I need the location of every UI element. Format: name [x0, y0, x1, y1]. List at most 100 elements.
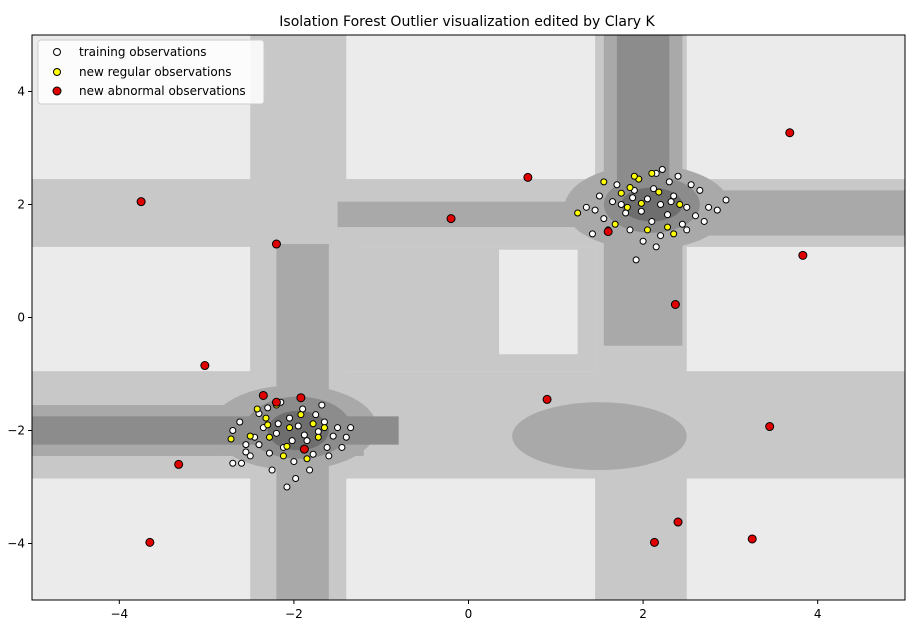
abnormal-point	[670, 300, 680, 310]
training-point	[617, 201, 625, 208]
training-point	[292, 475, 300, 483]
training-point	[300, 431, 308, 439]
y-tick-label: −4	[7, 537, 25, 551]
training-point	[320, 418, 328, 426]
training-point	[265, 449, 273, 457]
legend-marker-regular	[53, 68, 61, 76]
regular-point	[303, 455, 311, 463]
training-point	[657, 201, 665, 208]
y-tick-label: 2	[17, 198, 25, 212]
regular-point	[670, 230, 678, 238]
training-point	[643, 195, 651, 203]
scatter-points	[136, 128, 808, 547]
regular-point	[264, 421, 272, 429]
chart-title: Isolation Forest Outlier visualization e…	[279, 14, 655, 30]
training-point	[242, 448, 250, 456]
training-point	[264, 404, 272, 412]
training-point	[691, 212, 699, 220]
training-point	[722, 196, 730, 204]
decision-contours	[32, 35, 905, 600]
training-point	[667, 198, 675, 206]
training-point	[629, 194, 637, 202]
y-tick-label: 0	[17, 311, 25, 325]
regular-point	[655, 188, 663, 196]
training-point	[286, 414, 294, 422]
abnormal-point	[136, 197, 146, 207]
regular-point	[314, 433, 322, 441]
abnormal-point	[523, 172, 533, 182]
training-point	[700, 217, 708, 225]
x-axis: −4 −2 0 2 4	[110, 600, 822, 621]
legend-label-training: training observations	[79, 45, 207, 59]
contour-l3-bottom-right-blob	[512, 402, 687, 471]
training-point	[683, 203, 691, 211]
abnormal-point	[765, 422, 775, 432]
training-point	[613, 181, 621, 189]
regular-point	[574, 209, 582, 217]
training-point	[329, 432, 337, 440]
training-point	[318, 401, 326, 409]
legend: training observations new regular observ…	[37, 39, 265, 105]
regular-point	[286, 424, 294, 432]
legend-label-regular: new regular observations	[79, 65, 232, 79]
training-point	[229, 459, 237, 467]
x-tick-label: −4	[110, 607, 128, 621]
training-point	[657, 232, 665, 240]
abnormal-point	[649, 537, 659, 547]
regular-point	[309, 420, 317, 428]
abnormal-point	[785, 128, 795, 138]
abnormal-point	[200, 361, 210, 371]
x-tick-label: −2	[285, 607, 303, 621]
training-point	[595, 192, 603, 200]
training-point	[314, 428, 322, 436]
training-point	[652, 243, 660, 251]
training-point	[664, 211, 672, 219]
training-point	[648, 217, 656, 225]
abnormal-point	[673, 517, 683, 527]
training-point	[705, 203, 713, 211]
regular-point	[643, 226, 651, 234]
regular-point	[648, 169, 656, 177]
abnormal-point	[145, 537, 155, 547]
training-point	[600, 215, 608, 223]
training-point	[238, 459, 246, 467]
regular-point	[611, 220, 619, 228]
abnormal-point	[174, 459, 184, 469]
training-point	[283, 483, 291, 491]
training-point	[274, 420, 282, 428]
training-point	[342, 433, 350, 441]
abnormal-point	[258, 390, 268, 400]
training-point	[294, 422, 302, 430]
training-point	[272, 429, 280, 437]
x-tick-label: 4	[814, 607, 822, 621]
regular-point	[279, 452, 287, 460]
plot-area	[32, 35, 905, 600]
regular-point	[320, 424, 328, 432]
contour-center-island	[499, 249, 578, 355]
training-point	[632, 256, 640, 264]
regular-point	[626, 184, 634, 192]
training-point	[242, 441, 250, 449]
training-point	[290, 458, 298, 466]
training-point	[299, 405, 307, 413]
training-point	[236, 418, 244, 426]
training-point	[658, 165, 666, 173]
training-point	[338, 443, 346, 451]
abnormal-point	[299, 444, 309, 454]
abnormal-point	[271, 239, 281, 249]
training-point	[325, 452, 333, 460]
training-point	[229, 427, 237, 434]
training-point	[674, 172, 682, 180]
training-point	[309, 450, 317, 458]
x-tick-label: 2	[639, 607, 647, 621]
legend-marker-training	[53, 48, 61, 56]
abnormal-point	[747, 534, 757, 544]
training-point	[637, 207, 645, 215]
abnormal-point	[798, 250, 808, 260]
training-point	[622, 209, 630, 217]
regular-point	[623, 203, 631, 211]
y-tick-label: −2	[7, 424, 25, 438]
regular-point	[297, 411, 305, 419]
regular-point	[265, 433, 273, 441]
